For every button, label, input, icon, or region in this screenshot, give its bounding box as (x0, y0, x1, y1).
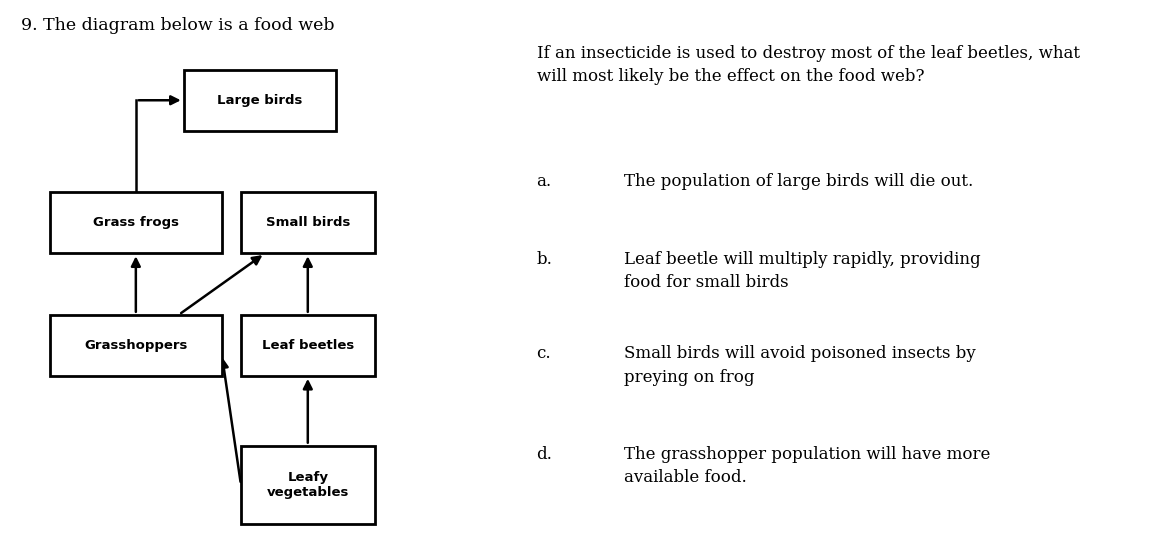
FancyBboxPatch shape (50, 315, 221, 376)
Text: Grass frogs: Grass frogs (93, 216, 179, 229)
FancyBboxPatch shape (50, 192, 221, 253)
Text: a.: a. (537, 173, 552, 190)
Text: d.: d. (537, 446, 552, 463)
Text: The grasshopper population will have more
available food.: The grasshopper population will have mor… (624, 446, 990, 486)
Text: Small birds will avoid poisoned insects by
preying on frog: Small birds will avoid poisoned insects … (624, 345, 976, 386)
Text: 9. The diagram below is a food web: 9. The diagram below is a food web (21, 17, 334, 34)
Text: Grasshoppers: Grasshoppers (84, 339, 188, 352)
FancyBboxPatch shape (184, 70, 337, 131)
Text: Leafy
vegetables: Leafy vegetables (267, 471, 350, 499)
FancyBboxPatch shape (241, 315, 375, 376)
Text: Large birds: Large birds (218, 94, 303, 107)
Text: c.: c. (537, 345, 551, 363)
FancyBboxPatch shape (241, 192, 375, 253)
FancyBboxPatch shape (241, 446, 375, 524)
Text: Small birds: Small birds (266, 216, 350, 229)
Text: The population of large birds will die out.: The population of large birds will die o… (624, 173, 974, 190)
Text: If an insecticide is used to destroy most of the leaf beetles, what
will most li: If an insecticide is used to destroy mos… (537, 45, 1080, 85)
Text: Leaf beetle will multiply rapidly, providing
food for small birds: Leaf beetle will multiply rapidly, provi… (624, 251, 981, 291)
Text: Leaf beetles: Leaf beetles (262, 339, 354, 352)
Text: b.: b. (537, 251, 552, 268)
